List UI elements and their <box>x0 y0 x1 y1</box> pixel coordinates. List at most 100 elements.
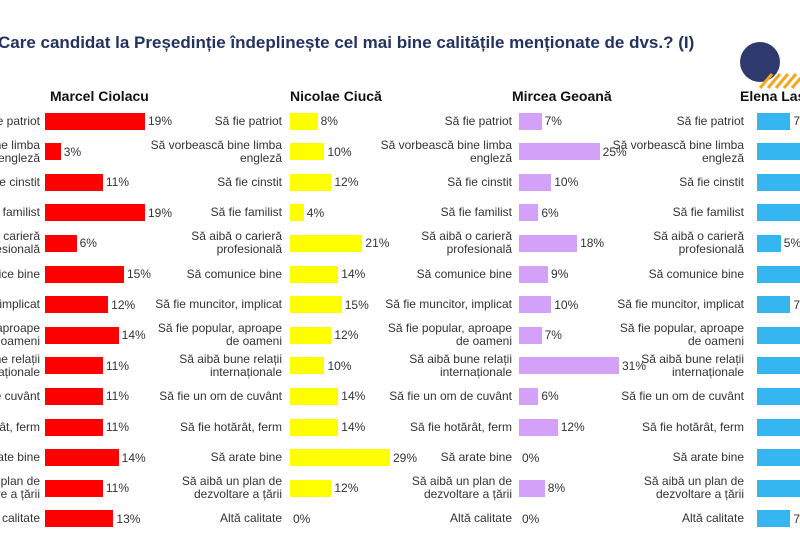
bar <box>45 326 119 344</box>
bar <box>290 112 318 130</box>
bar <box>757 326 800 344</box>
value-label: 14% <box>341 267 366 281</box>
bar <box>45 234 77 252</box>
value-label: 7% <box>793 114 800 128</box>
bar <box>290 387 339 405</box>
value-label: 14% <box>121 450 146 465</box>
category-label: Să aibă o carieră profesională <box>0 229 40 257</box>
value-label: 12% <box>334 175 359 190</box>
value-label: 25% <box>602 144 627 159</box>
category-label: Să aibă un plan de dezvoltare a țării <box>181 474 282 502</box>
value-label: 6% <box>79 236 97 251</box>
category-label: Să fie cinstit <box>217 174 282 189</box>
bar <box>757 204 800 222</box>
bar <box>519 387 539 405</box>
value-label: 11% <box>105 175 130 190</box>
value-label: 3% <box>63 144 82 159</box>
value-label: 8% <box>320 114 338 128</box>
category-label: Să fie patriot <box>214 113 282 128</box>
category-label: Să fie cinstit <box>679 174 744 189</box>
bar <box>519 357 619 375</box>
category-label: Să fie hotărât, ferm <box>0 419 40 434</box>
bar <box>519 234 578 252</box>
category-label: Să comunice bine <box>416 266 512 281</box>
bar <box>290 296 342 314</box>
bar <box>45 265 124 283</box>
category-label: Să arate bine <box>440 450 512 465</box>
category-label: Să fie familist <box>440 205 512 220</box>
value-label: 12% <box>334 481 359 496</box>
value-label: 18% <box>580 236 605 251</box>
panel-title: Mircea Geoană <box>512 88 612 104</box>
value-label: 6% <box>541 389 559 404</box>
category-label: Să fie familist <box>672 205 744 220</box>
bar <box>290 265 339 283</box>
bar <box>290 204 304 222</box>
bar <box>290 234 363 252</box>
category-label: Să fie popular, aproape de oameni <box>0 321 40 349</box>
value-label: 0% <box>293 511 311 526</box>
category-label: Să fie hotărât, ferm <box>409 419 512 434</box>
category-label: Să fie hotărât, ferm <box>641 419 744 434</box>
panel-title: Elena Lasconi <box>740 88 800 104</box>
value-label: 10% <box>327 358 352 373</box>
category-label: Să comunice bine <box>186 266 282 281</box>
panel-title: Nicolae Ciucă <box>290 88 382 104</box>
category-label: Să fie popular, aproape de oameni <box>619 321 744 349</box>
bar <box>45 204 145 222</box>
category-label: Altă calitate <box>681 511 744 526</box>
bar <box>290 143 325 161</box>
value-label: 31% <box>622 358 647 373</box>
bar <box>519 418 558 436</box>
category-label: Să fie familist <box>0 205 40 220</box>
value-label: 11% <box>105 420 130 434</box>
value-label: 29% <box>393 450 418 465</box>
value-label: 11% <box>105 481 130 496</box>
bar <box>757 112 791 130</box>
category-label: Să fie muncitor, implicat <box>155 297 282 312</box>
bar <box>519 265 549 283</box>
bar <box>290 173 332 191</box>
bar <box>757 357 800 375</box>
decoration <box>740 42 800 89</box>
bar <box>519 173 552 191</box>
value-label: 7% <box>793 297 800 312</box>
bar <box>290 479 332 497</box>
value-label: 0% <box>522 511 540 526</box>
category-label: Să fie patriot <box>676 113 744 128</box>
value-label: 10% <box>554 175 579 190</box>
value-label: 11% <box>105 358 130 373</box>
category-label: Să vorbească bine limba engleză <box>612 137 744 165</box>
category-label: Să vorbească bine limba engleză <box>380 137 512 165</box>
bar <box>519 479 545 497</box>
category-label: Să comunice bine <box>0 266 40 281</box>
bar <box>757 234 781 252</box>
bar <box>757 143 800 161</box>
category-label: Să fie popular, aproape de oameni <box>157 321 282 349</box>
value-label: 6% <box>541 205 559 220</box>
category-label: Să fie familist <box>210 205 282 220</box>
value-label: 4% <box>306 205 325 220</box>
bar <box>45 449 119 467</box>
bar <box>757 479 800 497</box>
bar <box>45 143 61 161</box>
category-label: Să fie un om de cuvânt <box>621 388 744 403</box>
category-label: Să fie hotărât, ferm <box>179 419 282 434</box>
category-label: Să fie un om de cuvânt <box>0 388 40 403</box>
bar <box>290 418 339 436</box>
value-label: 21% <box>365 236 390 251</box>
value-label: 11% <box>105 389 130 404</box>
bar <box>757 510 791 528</box>
category-label: Să aibă un plan de dezvoltare a țării <box>411 474 512 502</box>
category-label: Să fie muncitor, implicat <box>617 297 744 312</box>
value-label: 9% <box>551 267 569 281</box>
bar <box>45 112 145 130</box>
value-label: 8% <box>547 481 566 496</box>
bar <box>519 326 542 344</box>
value-label: 14% <box>341 420 366 434</box>
category-label: Altă calitate <box>449 511 512 526</box>
bar <box>519 143 600 161</box>
category-label: Să fie muncitor, implicat <box>0 297 40 312</box>
value-label: 15% <box>126 267 151 281</box>
